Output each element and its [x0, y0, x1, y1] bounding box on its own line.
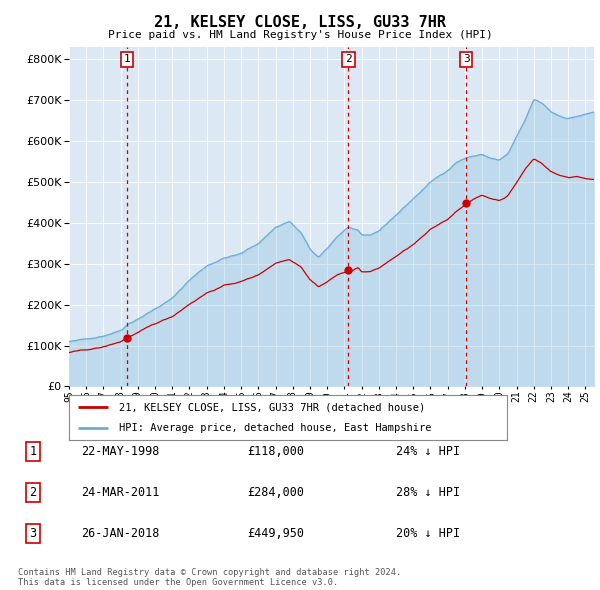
Text: 21, KELSEY CLOSE, LISS, GU33 7HR (detached house): 21, KELSEY CLOSE, LISS, GU33 7HR (detach… — [119, 402, 425, 412]
Text: 22-MAY-1998: 22-MAY-1998 — [81, 445, 159, 458]
Text: 26-JAN-2018: 26-JAN-2018 — [81, 527, 159, 540]
Text: 3: 3 — [463, 54, 469, 64]
Text: 3: 3 — [29, 527, 37, 540]
Text: This data is licensed under the Open Government Licence v3.0.: This data is licensed under the Open Gov… — [18, 578, 338, 587]
Text: 24% ↓ HPI: 24% ↓ HPI — [396, 445, 460, 458]
Text: 2: 2 — [345, 54, 352, 64]
Text: 2: 2 — [29, 486, 37, 499]
Text: Contains HM Land Registry data © Crown copyright and database right 2024.: Contains HM Land Registry data © Crown c… — [18, 568, 401, 576]
Text: 21, KELSEY CLOSE, LISS, GU33 7HR: 21, KELSEY CLOSE, LISS, GU33 7HR — [154, 15, 446, 30]
Text: 28% ↓ HPI: 28% ↓ HPI — [396, 486, 460, 499]
Text: £449,950: £449,950 — [248, 527, 305, 540]
Text: HPI: Average price, detached house, East Hampshire: HPI: Average price, detached house, East… — [119, 422, 432, 432]
Text: £118,000: £118,000 — [248, 445, 305, 458]
Text: Price paid vs. HM Land Registry's House Price Index (HPI): Price paid vs. HM Land Registry's House … — [107, 30, 493, 40]
Text: 20% ↓ HPI: 20% ↓ HPI — [396, 527, 460, 540]
Text: £284,000: £284,000 — [248, 486, 305, 499]
Text: 1: 1 — [124, 54, 131, 64]
Text: 24-MAR-2011: 24-MAR-2011 — [81, 486, 159, 499]
Text: 1: 1 — [29, 445, 37, 458]
